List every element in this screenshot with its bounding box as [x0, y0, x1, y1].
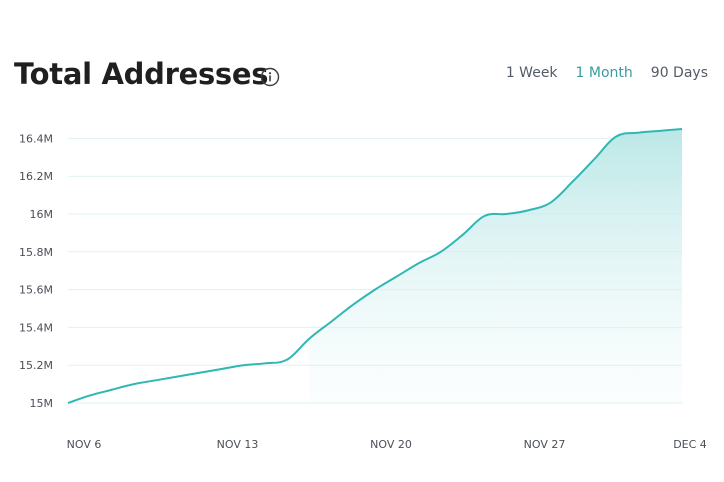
- data-point[interactable]: [438, 249, 444, 255]
- y-tick-label: 15.8M: [19, 246, 53, 259]
- data-point[interactable]: [679, 126, 685, 132]
- page-title: Total Addresses: [14, 57, 269, 91]
- data-point[interactable]: [87, 392, 93, 398]
- y-tick-label: 16.4M: [19, 132, 53, 145]
- area-fill: [309, 128, 682, 403]
- data-point[interactable]: [240, 362, 246, 368]
- data-point[interactable]: [219, 366, 225, 372]
- data-point[interactable]: [372, 287, 378, 293]
- x-tick-label: NOV 13: [217, 438, 259, 451]
- data-point[interactable]: [153, 377, 159, 383]
- data-point[interactable]: [416, 260, 422, 266]
- data-point[interactable]: [569, 179, 575, 185]
- tab-1-month[interactable]: 1 Month: [575, 65, 633, 81]
- series-line: [67, 127, 683, 404]
- data-point[interactable]: [460, 232, 466, 238]
- data-point[interactable]: [350, 302, 356, 308]
- data-point[interactable]: [65, 400, 71, 406]
- tab-1-week[interactable]: 1 Week: [505, 65, 558, 81]
- x-tick-label: NOV 27: [524, 438, 566, 451]
- y-tick-label: 15.6M: [19, 284, 53, 297]
- y-tick-label: 16M: [30, 208, 54, 221]
- data-point[interactable]: [394, 273, 400, 279]
- y-tick-label: 15M: [30, 397, 54, 410]
- info-circle-icon[interactable]: [260, 67, 280, 87]
- data-point[interactable]: [657, 128, 663, 134]
- y-axis-ticks: 15M 15.2M 15.4M 15.6M 15.8M 16M 16.2M 16.4M: [19, 132, 53, 410]
- x-axis-ticks: NOV 6 NOV 13 NOV 20 NOV 27 DEC 4: [67, 438, 707, 451]
- data-point[interactable]: [131, 381, 137, 387]
- data-point[interactable]: [197, 370, 203, 376]
- x-tick-label: DEC 4: [673, 438, 707, 451]
- tab-90-days[interactable]: 90 Days: [650, 65, 708, 81]
- data-point[interactable]: [591, 156, 597, 162]
- time-range-tabs: 1 Week 1 Month 90 Days: [506, 65, 708, 81]
- data-point[interactable]: [482, 213, 488, 219]
- data-point[interactable]: [504, 211, 510, 217]
- x-tick-label: NOV 20: [370, 438, 412, 451]
- y-tick-label: 15.2M: [19, 359, 53, 372]
- y-tick-label: 16.2M: [19, 170, 53, 183]
- x-tick-label: NOV 6: [67, 438, 102, 451]
- data-point[interactable]: [175, 374, 181, 380]
- data-point[interactable]: [328, 319, 334, 325]
- data-point[interactable]: [284, 357, 290, 363]
- y-tick-label: 15.4M: [19, 321, 53, 334]
- data-point[interactable]: [547, 200, 553, 206]
- data-point[interactable]: [635, 130, 641, 136]
- data-point[interactable]: [109, 387, 115, 393]
- data-point[interactable]: [262, 360, 268, 366]
- data-point[interactable]: [613, 134, 619, 140]
- data-point[interactable]: [306, 336, 312, 342]
- data-point[interactable]: [526, 207, 532, 213]
